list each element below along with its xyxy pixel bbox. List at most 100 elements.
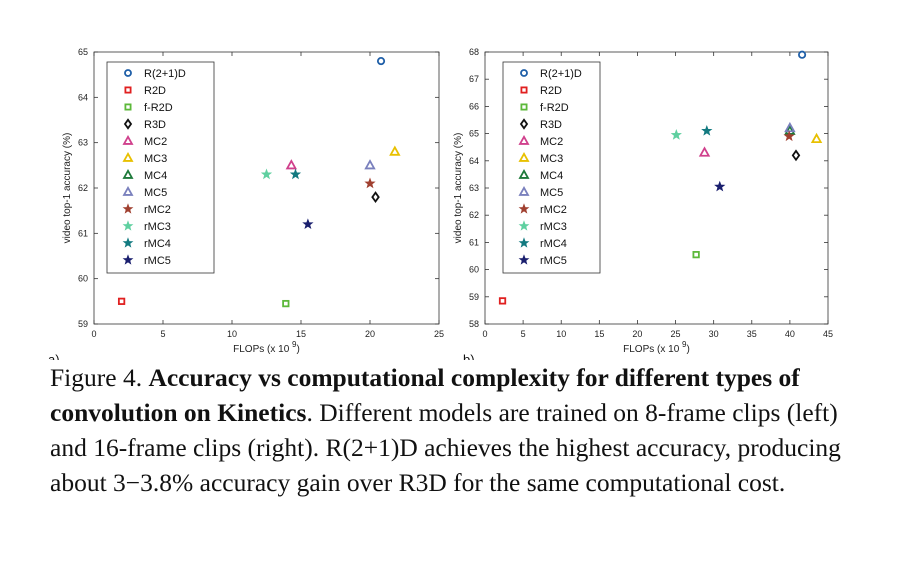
y-tick-label: 66 (469, 101, 479, 111)
legend-label: MC5 (540, 187, 563, 199)
y-tick-label: 67 (469, 74, 479, 84)
data-point-rmc5 (714, 180, 726, 192)
y-tick-label: 59 (78, 319, 88, 329)
data-point-rmc4 (289, 168, 302, 180)
data-point-r2d (117, 297, 126, 305)
y-tick-label: 62 (469, 210, 479, 220)
caption-rest: . Different models are trained on 8-fram… (50, 398, 841, 497)
legend-marker-mc5 (518, 185, 530, 196)
legend: R(2+1)D R2D f-R2D R3D MC2 MC3 MC4 MC5 rMC2 rMC3 rM… (502, 61, 601, 274)
y-tick-label: 63 (469, 183, 479, 193)
data-point-rmc3 (670, 129, 682, 140)
legend-marker-rmc4 (518, 237, 530, 248)
x-tick-label: 30 (709, 329, 719, 339)
x-tick-label: 5 (521, 329, 526, 339)
legend-marker-mc3 (518, 151, 530, 162)
data-point-r-2-1-d (376, 56, 386, 66)
y-tick-label: 63 (78, 138, 88, 148)
data-point-f-r2d (692, 251, 700, 259)
legend-label: rMC3 (540, 221, 567, 233)
y-tick-label: 68 (469, 47, 479, 57)
x-tick-label: 35 (747, 329, 757, 339)
data-point-r3d (791, 149, 801, 162)
data-point-mc2 (698, 146, 711, 157)
legend-marker-rmc3 (122, 220, 134, 231)
x-tick-label: 0 (482, 329, 487, 339)
data-point-rmc2 (783, 130, 795, 142)
legend-label: MC4 (144, 170, 167, 182)
legend-marker-f-r2d (124, 103, 132, 111)
legend-marker-rmc2 (122, 203, 134, 214)
x-tick-label: 20 (632, 329, 642, 339)
y-tick-label: 62 (78, 183, 88, 193)
legend-label: MC3 (540, 153, 563, 165)
legend-marker-rmc5 (518, 254, 530, 265)
x-tick-label: 10 (556, 329, 566, 339)
y-tick-label: 65 (469, 129, 479, 139)
data-point-rmc4 (701, 124, 713, 136)
y-tick-label: 61 (469, 237, 479, 247)
x-tick-label: 0 (91, 329, 96, 339)
legend-marker-rmc3 (518, 220, 530, 231)
y-axis-label: video top-1 accuracy (%) (453, 133, 464, 244)
x-tick-label: 20 (365, 329, 375, 339)
x-tick-label: 45 (823, 329, 833, 339)
data-point-r2d (498, 297, 507, 305)
legend-marker-r3d (519, 118, 529, 130)
y-tick-label: 64 (78, 92, 88, 102)
legend-label: rMC4 (144, 238, 171, 250)
legend: R(2+1)D R2D f-R2D R3D MC2 MC3 MC4 MC5 rMC2 rMC3 rM… (106, 61, 215, 274)
x-axis-label-exponent: 9 (682, 340, 687, 349)
legend-label: rMC2 (144, 204, 171, 216)
x-tick-label: 25 (434, 329, 444, 339)
legend-marker-r-2-1-d (520, 69, 528, 77)
x-axis-label-main: FLOPs (x 10 (233, 344, 292, 355)
data-point-rmc2 (364, 177, 376, 189)
legend-marker-mc4 (122, 168, 134, 179)
y-tick-label: 64 (469, 156, 479, 166)
legend-marker-f-r2d (520, 103, 528, 111)
legend-label: f-R2D (144, 102, 173, 114)
legend-label: f-R2D (540, 102, 569, 114)
legend-marker-mc4 (518, 168, 530, 179)
data-point-rmc5 (302, 218, 314, 230)
data-point-rmc3 (260, 168, 273, 180)
x-axis-label-main: FLOPs (x 10 (623, 344, 682, 355)
legend-label: MC2 (540, 136, 563, 148)
legend-label: rMC5 (540, 255, 567, 267)
legend-marker-rmc4 (122, 237, 134, 248)
legend-label: rMC3 (144, 221, 171, 233)
x-axis-label: FLOPs (x 10 9) (233, 340, 300, 355)
y-tick-label: 58 (469, 319, 479, 329)
legend-box (106, 61, 215, 274)
data-point-mc5 (784, 121, 796, 133)
x-axis-label-close: ) (297, 344, 300, 355)
x-tick-label: 40 (785, 329, 795, 339)
caption-bold: Accuracy vs computational complexity for… (50, 363, 800, 427)
y-axis-label: video top-1 accuracy (%) (62, 133, 73, 244)
data-point-mc3 (389, 145, 401, 156)
data-point-mc5 (364, 159, 376, 170)
legend-marker-r3d (123, 118, 133, 130)
data-point-r3d (371, 191, 380, 204)
x-tick-label: 25 (671, 329, 681, 339)
legend-marker-mc5 (122, 185, 134, 196)
legend-label: rMC2 (540, 204, 567, 216)
x-tick-label: 10 (227, 329, 237, 339)
y-tick-label: 59 (469, 292, 479, 302)
legend-label: MC2 (144, 136, 167, 148)
y-tick-label: 61 (78, 228, 88, 238)
legend-marker-mc3 (122, 151, 134, 162)
legend-box (502, 61, 601, 274)
legend-label: MC4 (540, 170, 563, 182)
y-tick-label: 65 (78, 47, 88, 57)
y-tick-label: 60 (469, 265, 479, 275)
data-point-mc3 (810, 132, 823, 144)
legend-label: R3D (144, 119, 166, 131)
data-point-f-r2d (282, 299, 290, 308)
x-axis-label-exponent: 9 (292, 340, 297, 349)
y-tick-label: 60 (78, 274, 88, 284)
legend-label: R(2+1)D (144, 68, 186, 80)
legend-label: R3D (540, 119, 562, 131)
